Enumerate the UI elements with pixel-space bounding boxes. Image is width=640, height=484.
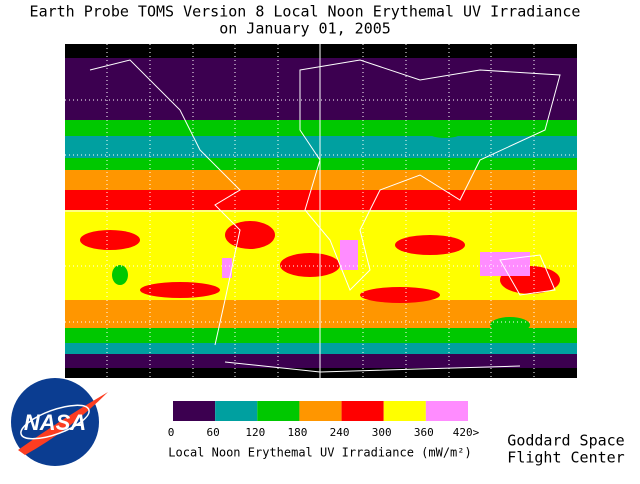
credit-line: Goddard Space: [507, 432, 624, 450]
map: [65, 44, 577, 378]
colorbar-tick-label: 60: [207, 426, 220, 439]
colorbar-tick-label: 180: [287, 426, 307, 439]
colorbar-segment: [257, 401, 300, 421]
colorbar-segment: [425, 401, 468, 421]
colorbar-segment: [215, 401, 258, 421]
colorbar-segment: [383, 401, 426, 421]
colorbar-tick-label: 420>: [453, 426, 480, 439]
colorbar-label: Local Noon Erythemal UV Irradiance (mW/m…: [168, 446, 471, 460]
colorbar-tick-label: 0: [168, 426, 175, 439]
colorbar: 0 60 120 180 240 300 360 420>: [168, 401, 480, 439]
colorbar-tick-label: 300: [372, 426, 392, 439]
credit-line: Flight Center: [507, 449, 624, 467]
logo-text: NASA: [24, 410, 86, 435]
colorbar-segment: [299, 401, 342, 421]
colorbar-tick-label: 120: [245, 426, 265, 439]
colorbar-tick-label: 360: [414, 426, 434, 439]
nasa-logo: NASA: [11, 378, 108, 466]
colorbar-segment: [341, 401, 384, 421]
title-line: on January 01, 2005: [219, 20, 391, 38]
colorbar-tick-label: 240: [330, 426, 350, 439]
colorbar-segment: [173, 401, 216, 421]
title-line: Earth Probe TOMS Version 8 Local Noon Er…: [30, 3, 581, 21]
